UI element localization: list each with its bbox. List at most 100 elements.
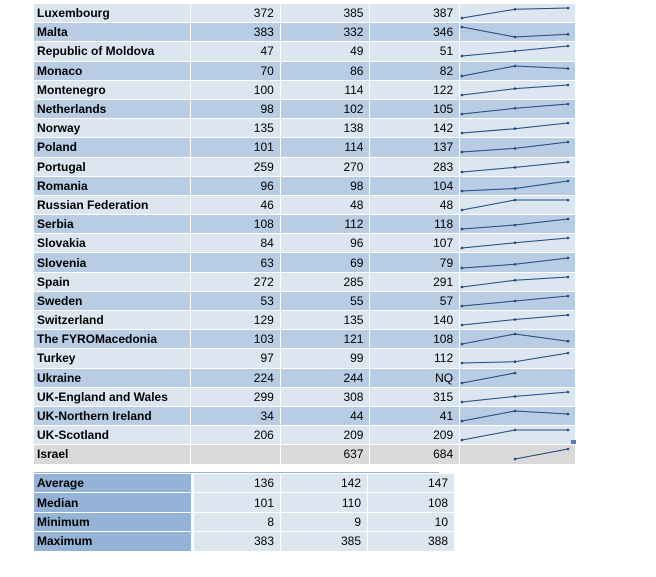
value-cell-3: 118 xyxy=(369,214,461,235)
sparkline-series-line xyxy=(462,141,569,153)
value-cell-1: 299 xyxy=(190,387,281,407)
sparkline xyxy=(460,83,570,97)
sparkline-point xyxy=(513,428,517,432)
value-cell-1: 98 xyxy=(190,99,281,120)
value-cell-1: 97 xyxy=(190,348,281,369)
value-cell-3: 41 xyxy=(369,406,461,427)
value-cell-1: 259 xyxy=(190,157,281,177)
sparkline-point xyxy=(513,198,517,202)
sparkline-point xyxy=(513,127,517,131)
country-name-cell: Monaco xyxy=(34,61,192,81)
table-row: Israel 637 684 xyxy=(34,444,576,465)
sparkline-point xyxy=(513,332,517,336)
cell-resize-handle[interactable] xyxy=(571,440,576,444)
sparkline-cell xyxy=(459,41,576,62)
sparkline-point xyxy=(460,285,464,289)
sparkline-point xyxy=(460,112,464,116)
country-name-cell: Sweden xyxy=(34,291,192,312)
summary-statistics-table: Average 136 142 147 Median 101 110 108 Minimum 8 9… xyxy=(34,474,455,552)
sparkline xyxy=(460,352,570,365)
sparkline-cell xyxy=(459,406,576,427)
value-cell-1: 96 xyxy=(190,176,281,196)
sparkline-point xyxy=(566,390,570,394)
sparkline xyxy=(460,294,570,308)
value-cell-3: 82 xyxy=(369,61,461,81)
sparkline xyxy=(460,160,570,173)
table-row: Slovenia 63 69 79 xyxy=(34,252,576,273)
sparkline-cell xyxy=(459,387,576,407)
stats-divider xyxy=(34,472,439,473)
value-cell-3: 291 xyxy=(369,272,461,292)
country-name-cell: Spain xyxy=(34,272,192,292)
value-cell-1: 108 xyxy=(190,214,281,235)
sparkline-cell xyxy=(459,137,576,158)
sparkline-point xyxy=(460,419,464,423)
country-name-cell: Slovenia xyxy=(34,252,192,273)
sparkline-point xyxy=(566,448,570,451)
sparkline-cell xyxy=(459,118,576,139)
sparkline-point xyxy=(513,147,517,151)
sparkline xyxy=(460,332,570,346)
sparkline xyxy=(460,313,570,327)
value-cell-2: 69 xyxy=(280,252,371,273)
table-row: Portugal 259 270 283 xyxy=(34,157,576,177)
table-row: Turkey 97 99 112 xyxy=(34,348,576,369)
value-cell-3: 108 xyxy=(369,329,461,350)
sparkline xyxy=(460,390,570,404)
value-cell-3: 79 xyxy=(369,252,461,273)
value-cell-2: 121 xyxy=(280,329,371,350)
sparkline-point xyxy=(513,8,517,11)
stat-value-cell-1: 136 xyxy=(192,474,281,494)
table-row: The FYROMacedonia 103 121 108 xyxy=(34,329,576,350)
sparkline-point xyxy=(513,299,517,303)
sparkline-point xyxy=(513,409,517,413)
country-name-cell: Netherlands xyxy=(34,99,192,120)
sparkline-cell xyxy=(459,233,576,254)
sparkline-series-line xyxy=(515,448,569,460)
stat-value-cell-2: 385 xyxy=(280,531,368,552)
value-cell-3: 107 xyxy=(369,233,461,254)
value-cell-3: 122 xyxy=(369,80,461,100)
sparkline-point xyxy=(460,170,464,173)
sparkline-point xyxy=(566,352,570,355)
sparkline-point xyxy=(566,160,570,163)
stat-value-cell-2: 9 xyxy=(280,512,368,533)
sparkline-point xyxy=(566,121,570,125)
sparkline-series-line xyxy=(462,276,569,288)
sparkline-point xyxy=(460,16,464,20)
value-cell-1: 100 xyxy=(190,80,281,100)
value-cell-1: 206 xyxy=(190,425,281,446)
country-name-cell: UK-Northern Ireland xyxy=(34,406,192,427)
value-cell-3: NQ xyxy=(369,368,461,388)
value-cell-3: 209 xyxy=(369,425,461,446)
sparkline-point xyxy=(513,50,517,53)
sparkline-cell xyxy=(459,195,576,216)
sparkline-series-line xyxy=(462,257,569,269)
sparkline xyxy=(460,25,570,39)
country-name-cell: Israel xyxy=(34,444,192,465)
sparkline-point xyxy=(566,412,570,416)
sparkline xyxy=(460,64,570,77)
value-cell-1: 70 xyxy=(190,61,281,81)
value-cell-1: 224 xyxy=(190,368,281,388)
value-cell-2: 86 xyxy=(280,61,371,81)
value-cell-1: 135 xyxy=(190,118,281,139)
table-row: Slovakia 84 96 107 xyxy=(34,233,576,254)
value-cell-1: 103 xyxy=(190,329,281,350)
table-row: Switzerland 129 135 140 xyxy=(34,310,576,331)
stat-label-cell: Maximum xyxy=(34,531,194,552)
sparkline-point xyxy=(566,83,570,87)
country-name-cell: Slovakia xyxy=(34,233,192,254)
value-cell-1: 383 xyxy=(190,22,281,43)
country-name-cell: Portugal xyxy=(34,157,192,177)
sparkline xyxy=(460,198,570,212)
value-cell-3: 315 xyxy=(369,387,461,407)
sparkline-point xyxy=(566,102,570,106)
country-name-cell: Serbia xyxy=(34,214,192,235)
sparkline-point xyxy=(460,74,464,77)
country-name-cell: Montenegro xyxy=(34,80,192,100)
value-cell-2: 209 xyxy=(280,425,371,446)
value-cell-3: 112 xyxy=(369,348,461,369)
stat-label-cell: Minimum xyxy=(34,512,194,533)
stats-row: Median 101 110 108 xyxy=(34,492,455,513)
